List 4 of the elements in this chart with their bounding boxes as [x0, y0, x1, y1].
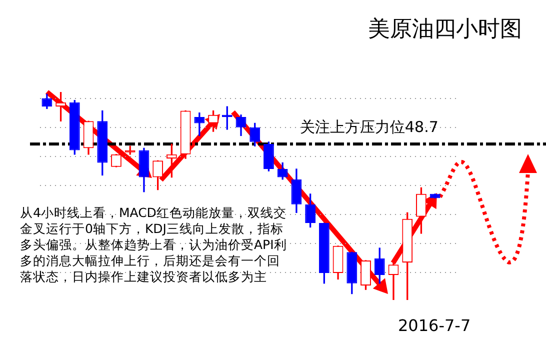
chart-title: 美原油四小时图 [368, 16, 522, 44]
annotation: 从4小时线上看，MACD红色动能放量，双线交金叉运行于0轴下方，KDJ三线向上发散，指标多头偏强。从整体趋势上看，认为油价受API利多的消息大幅拉伸上行，后期还是会有一个回落状态，日内操作上建议投资者以低多为主 [20, 205, 288, 285]
ref-line-label: 关注上方压力位48.7 [300, 118, 438, 137]
text: 2016-7-7 [398, 316, 471, 335]
